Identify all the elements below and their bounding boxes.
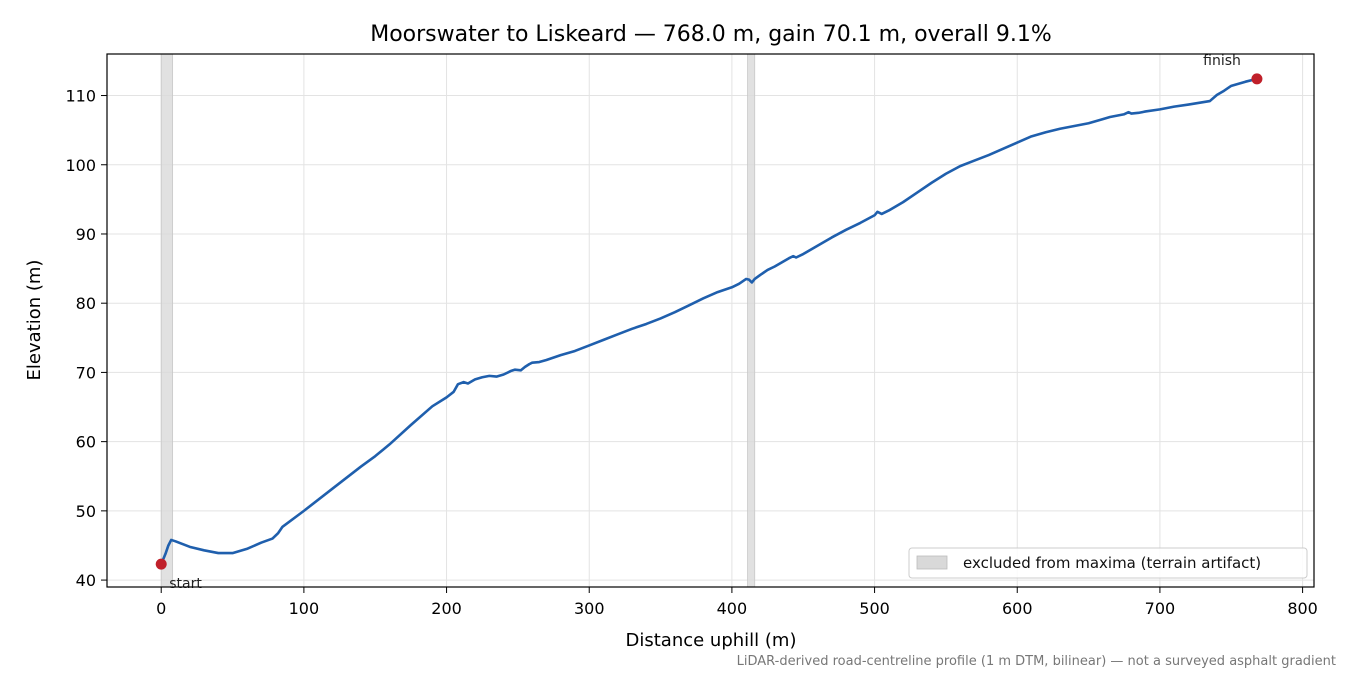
y-axis-label: Elevation (m)	[24, 260, 45, 381]
legend-swatch-excluded	[916, 555, 948, 570]
plot-frame	[106, 53, 1315, 588]
y-tick-label: 100	[65, 156, 96, 175]
y-axis-ticks: 40 50 60 70 80 90 100 110	[65, 87, 107, 590]
x-tick-label: 200	[431, 599, 462, 618]
y-tick-label: 50	[76, 502, 96, 521]
marker-start	[155, 558, 167, 570]
x-tick-label: 300	[574, 599, 605, 618]
footnote: LiDAR-derived road-centreline profile (1…	[737, 654, 1336, 669]
x-tick-label: 400	[717, 599, 748, 618]
x-tick-label: 800	[1287, 599, 1318, 618]
elevation-series-line	[160, 77, 1258, 565]
x-axis-ticks: 0 100 200 300 400 500 600 700 800	[156, 587, 1318, 618]
marker-label-finish: finish	[1203, 53, 1241, 69]
excluded-band	[747, 53, 756, 588]
x-tick-label: 100	[289, 599, 320, 618]
y-tick-label: 90	[76, 225, 96, 244]
y-tick-label: 70	[76, 363, 96, 382]
y-tick-label: 60	[76, 433, 96, 452]
x-tick-label: 500	[859, 599, 890, 618]
y-tick-label: 80	[76, 294, 96, 313]
legend-box	[908, 547, 1308, 579]
legend: excluded from maxima (terrain artifact)	[908, 547, 1308, 579]
excluded-bands	[160, 53, 756, 588]
x-tick-label: 700	[1145, 599, 1176, 618]
y-tick-label: 110	[65, 87, 96, 106]
chart-title: Moorswater to Liskeard — 768.0 m, gain 7…	[370, 22, 1052, 47]
excluded-band	[160, 53, 174, 588]
endpoint-markers: start finish	[155, 53, 1263, 592]
y-tick-label: 40	[76, 571, 96, 590]
x-tick-label: 600	[1002, 599, 1033, 618]
legend-label-excluded: excluded from maxima (terrain artifact)	[963, 554, 1261, 572]
x-tick-label: 0	[156, 599, 166, 618]
marker-label-start: start	[169, 576, 202, 592]
x-axis-label: Distance uphill (m)	[626, 630, 797, 651]
marker-finish	[1251, 73, 1263, 85]
grid	[107, 54, 1314, 587]
